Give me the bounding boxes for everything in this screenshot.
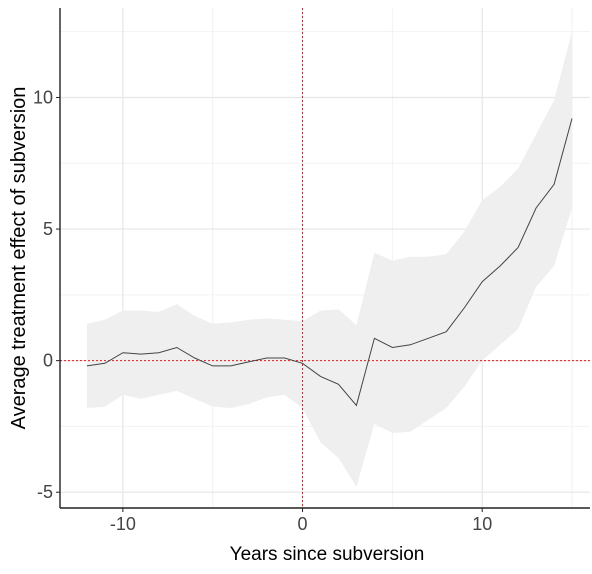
series-line-layer <box>86 118 573 407</box>
axes <box>56 8 590 512</box>
y-tick-label: 5 <box>43 219 53 239</box>
x-tick-label: -10 <box>110 514 136 534</box>
series-line <box>86 118 573 407</box>
y-tick-label: 10 <box>33 87 53 107</box>
x-axis-label: Years since subversion <box>230 544 425 565</box>
y-tick-label: -5 <box>37 482 53 502</box>
x-tick-label: 0 <box>298 514 308 534</box>
x-tick-label: 10 <box>472 514 492 534</box>
tick-labels: -10 0 10 -5 0 5 10 <box>33 87 492 534</box>
y-tick-label: 0 <box>43 351 53 371</box>
confidence-band-layer <box>86 31 573 487</box>
confidence-band <box>86 31 573 487</box>
reference-lines <box>60 8 590 508</box>
y-axis-label: Average treatment effect of subversion <box>8 87 30 430</box>
